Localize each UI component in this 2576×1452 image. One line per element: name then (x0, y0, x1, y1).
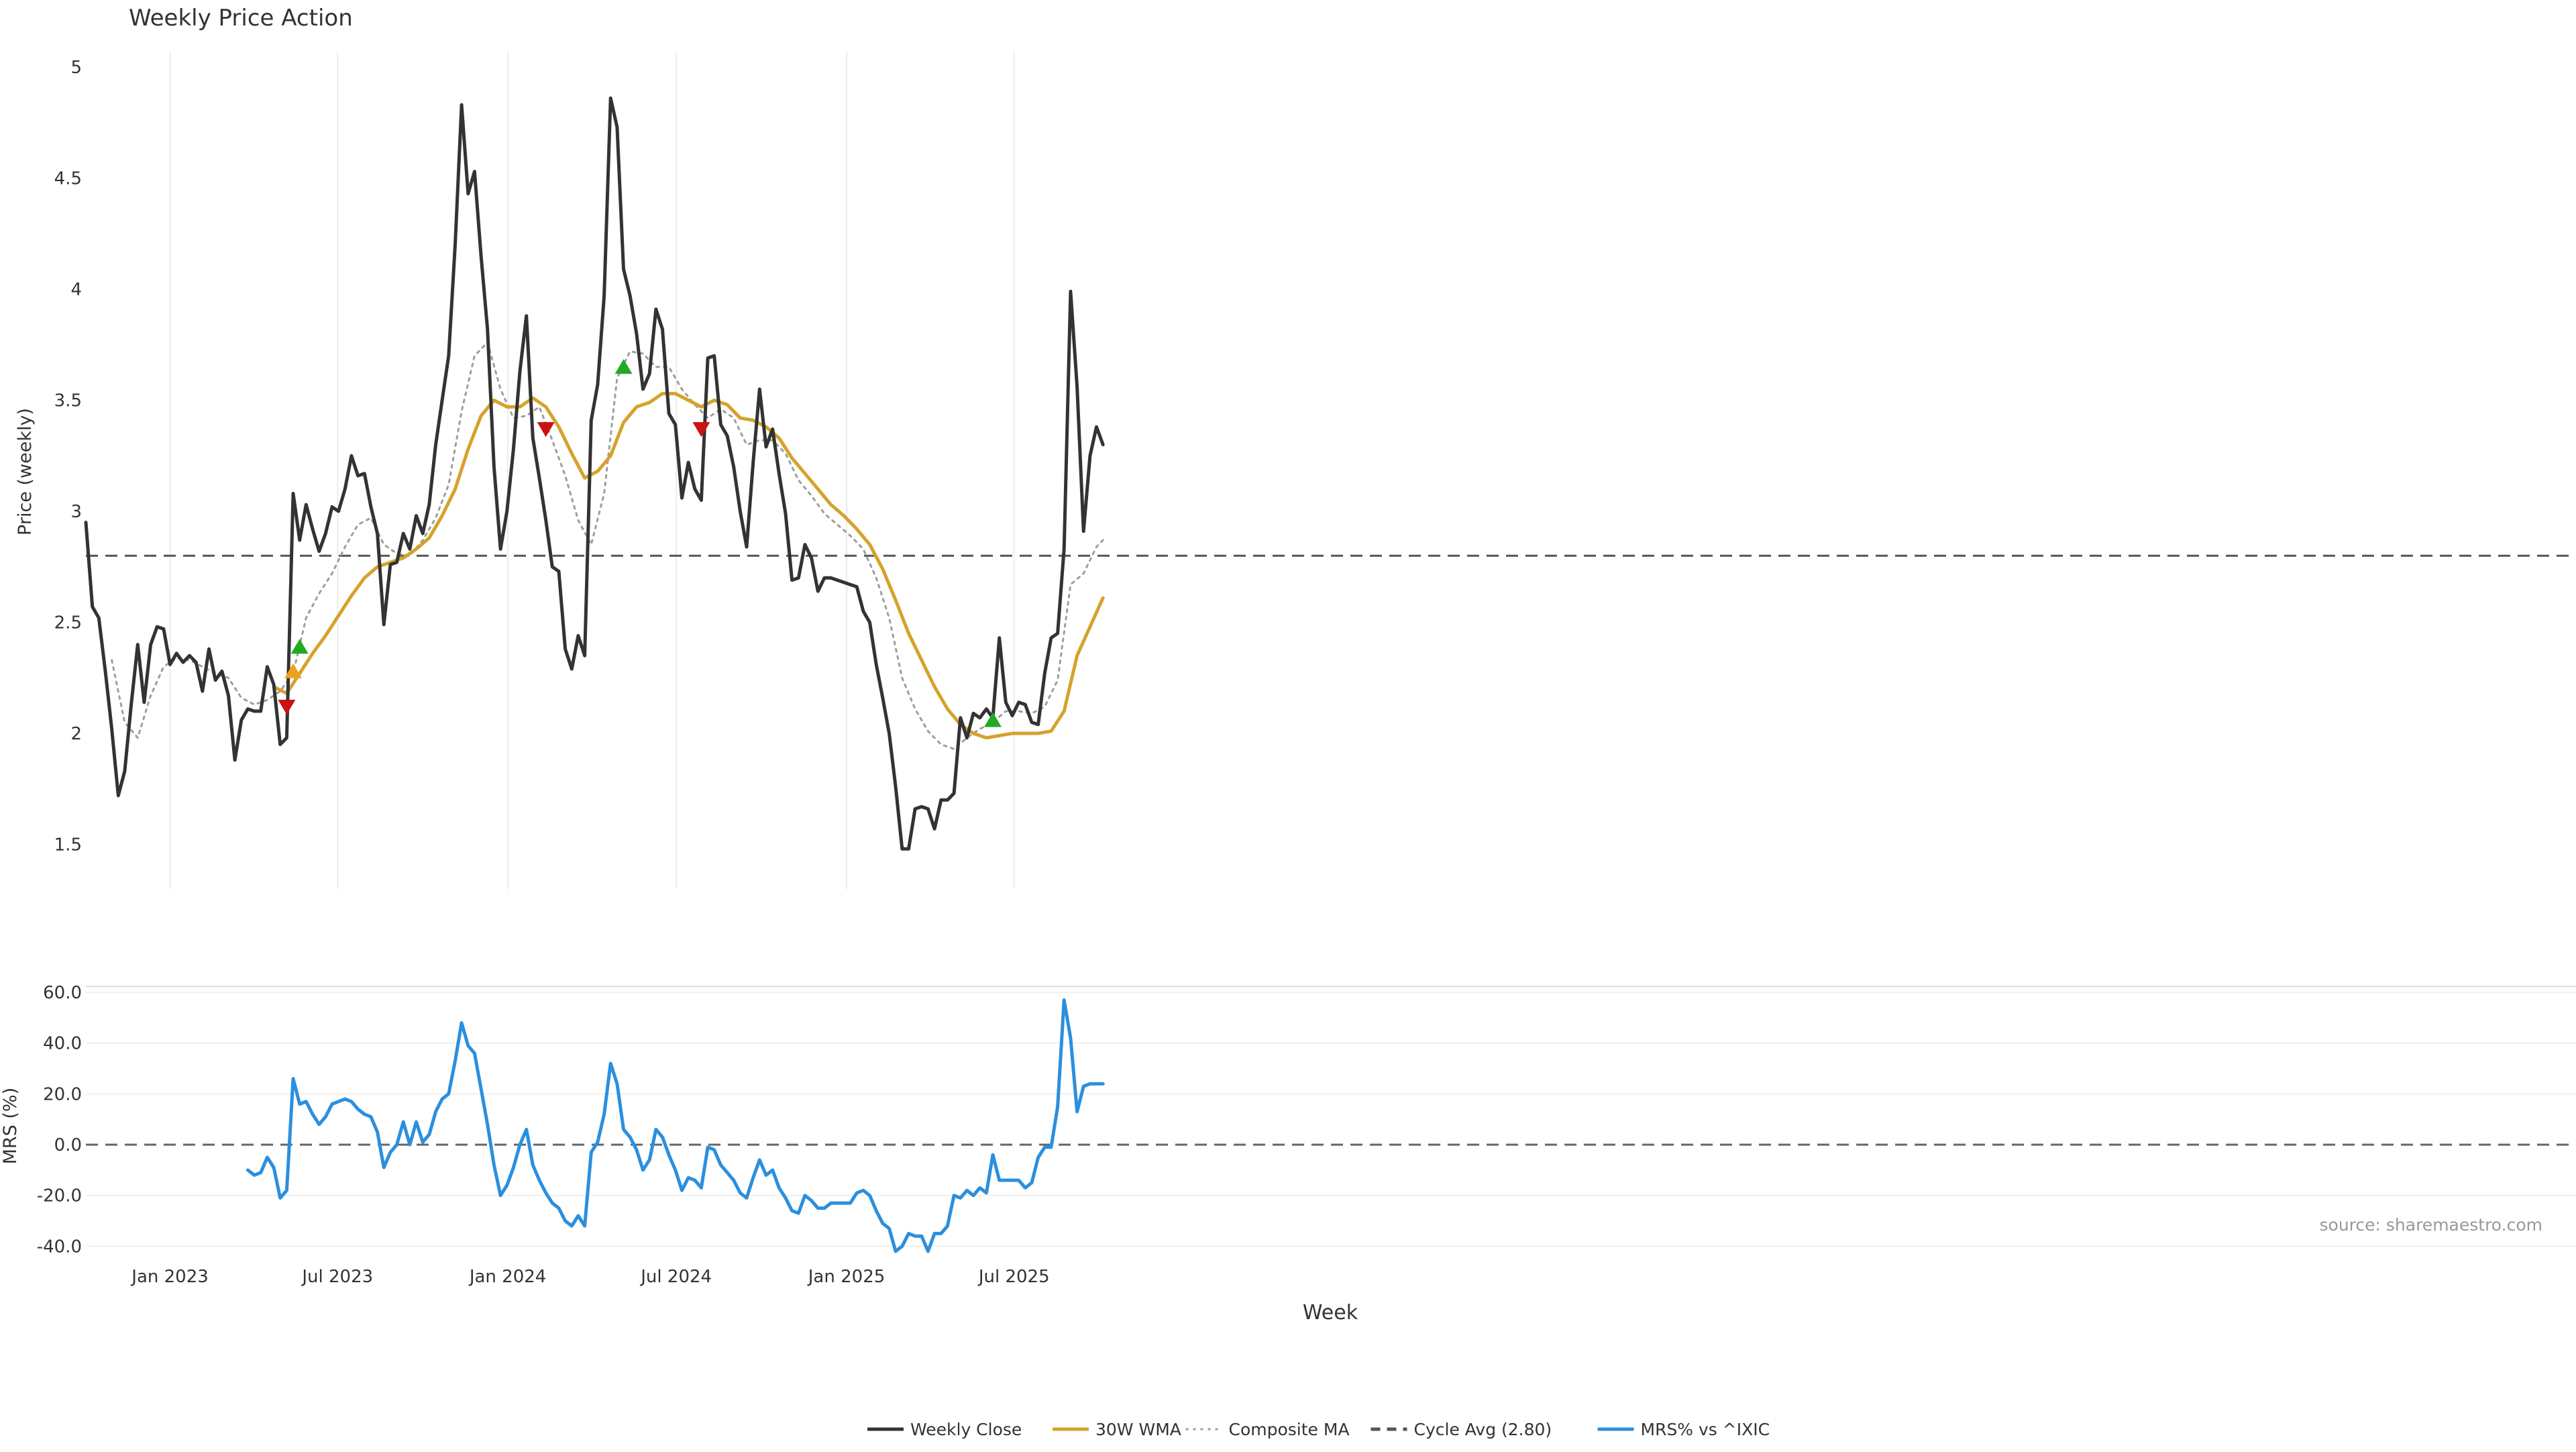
price-y-axis-label: Price (weekly) (15, 408, 36, 535)
price-y-tick-label-0: 1.5 (54, 835, 82, 855)
mrs-panel-grid (86, 986, 2576, 1247)
mrs-y-tick-label-3: 20.0 (43, 1084, 82, 1104)
x-tick-label-4: Jan 2025 (807, 1267, 885, 1287)
signal-marker-down-5 (692, 422, 710, 437)
price-panel-series (84, 96, 1105, 851)
x-tick-label-5: Jul 2025 (977, 1267, 1050, 1287)
legend-label-30w-wma: 30W WMA (1095, 1420, 1181, 1439)
signal-marker-up-2 (290, 639, 309, 654)
price-y-ticks: 1.5 2 2.5 3 3.5 4 4.5 5 (54, 58, 82, 855)
legend-label-cycle-avg-2-80: Cycle Avg (2.80) (1414, 1420, 1552, 1439)
chart-title: Weekly Price Action (129, 5, 353, 32)
series-line-30w-wma (272, 392, 1105, 740)
signal-marker-down-0 (278, 699, 296, 715)
price-y-tick-label-5: 4 (70, 280, 82, 300)
mrs-y-tick-label-4: 40.0 (43, 1034, 82, 1054)
mrs-panel-series (246, 998, 1105, 1253)
price-y-tick-label-6: 4.5 (54, 169, 82, 189)
signal-marker-down-3 (537, 422, 555, 437)
price-panel-grid (169, 52, 1015, 889)
mrs-y-tick-label-1: -20.0 (37, 1186, 82, 1206)
x-axis-ticks: Jan 2023 Jul 2023 Jan 2024 Jul 2024 Jan 2025… (130, 1267, 1049, 1287)
x-tick-label-2: Jan 2024 (468, 1267, 547, 1287)
signal-marker-up-4 (614, 359, 633, 374)
chart-legend: Weekly Close 30W WMA Composite MA Cycle Avg… (867, 1420, 1770, 1439)
signal-markers (278, 359, 1002, 727)
mrs-y-tick-label-0: -40.0 (37, 1237, 82, 1257)
source-annotation: source: sharemaestro.com (2320, 1215, 2543, 1235)
x-tick-label-1: Jul 2023 (301, 1267, 373, 1287)
mrs-y-axis-label: MRS (%) (0, 1088, 21, 1165)
legend-label-mrs-vs-ixic: MRS% vs ^IXIC (1641, 1420, 1770, 1439)
mrs-y-tick-label-2: 0.0 (54, 1135, 82, 1155)
signal-marker-up-1 (284, 663, 303, 678)
price-y-tick-label-2: 2.5 (54, 613, 82, 633)
price-y-tick-label-3: 3 (70, 502, 82, 522)
x-tick-label-3: Jul 2024 (639, 1267, 712, 1287)
mrs-y-ticks: -40.0 -20.0 0.0 20.0 40.0 60.0 (37, 983, 82, 1257)
mrs-y-tick-label-5: 60.0 (43, 983, 82, 1003)
series-line-weekly-close (84, 96, 1105, 851)
signal-marker-up-6 (984, 712, 1002, 727)
series-line-composite-ma (111, 341, 1104, 750)
price-y-tick-label-1: 2 (70, 724, 82, 744)
legend-label-composite-ma: Composite MA (1229, 1420, 1350, 1439)
x-tick-label-0: Jan 2023 (130, 1267, 209, 1287)
x-axis-label: Week (1303, 1301, 1358, 1325)
price-y-tick-label-4: 3.5 (54, 391, 82, 411)
series-line-mrs-vs-ixic (246, 998, 1105, 1253)
legend-label-weekly-close: Weekly Close (910, 1420, 1022, 1439)
price-y-tick-label-7: 5 (70, 58, 82, 78)
